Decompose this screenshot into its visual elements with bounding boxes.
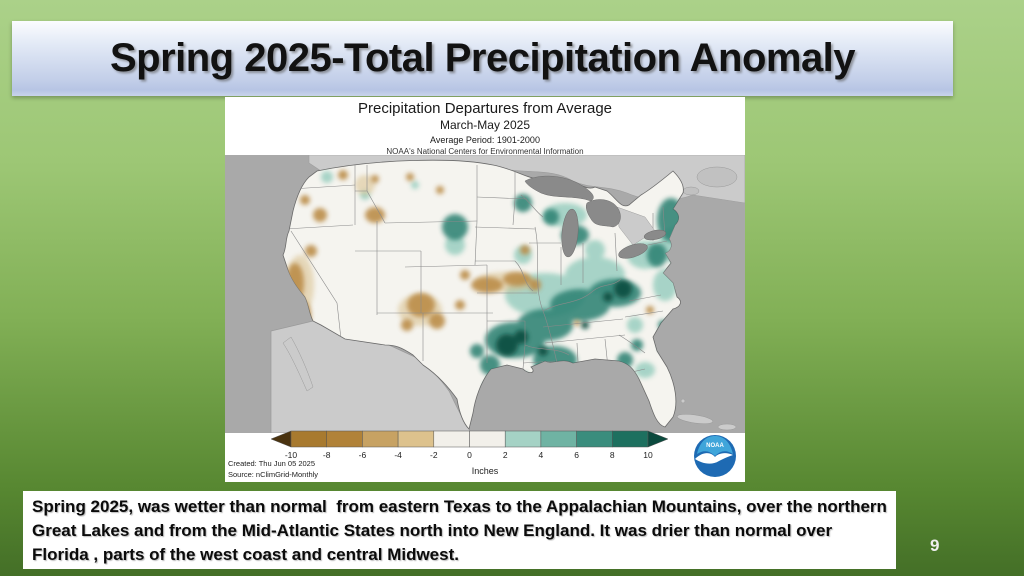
unit-label: Inches	[471, 466, 499, 476]
noaa-logo-text: NOAA	[706, 443, 724, 449]
map-subtitle: March-May 2025	[439, 118, 531, 132]
tick-label: -6	[359, 450, 367, 460]
caption-text: Spring 2025, was wetter than normal from…	[32, 497, 892, 565]
tick-label: 4	[539, 450, 544, 460]
colorbar-left-arrow	[270, 430, 292, 448]
tick-label: 2	[503, 450, 508, 460]
map-agency-line: NOAA's National Centers for Environmenta…	[386, 147, 584, 156]
noaa-logo: NOAA	[687, 433, 743, 480]
colorbar-legend: -10 -8 -6 -4 -2 0 2 4 6 8 10	[270, 430, 669, 460]
data-source-label: Source: nClimGrid-Monthly	[228, 470, 319, 479]
colorbar-segments	[290, 430, 649, 448]
tick-label: 6	[574, 450, 579, 460]
page-number: 9	[930, 536, 940, 555]
colorbar-tick-labels: -10 -8 -6 -4 -2 0 2 4 6 8 10	[285, 450, 653, 460]
noaa-logo-gull	[695, 453, 733, 464]
tick-label: -10	[285, 450, 298, 460]
map-title: Precipitation Departures from Average	[357, 100, 613, 117]
caribbean-islands	[670, 398, 737, 431]
state-borders	[284, 165, 668, 382]
map-header: Precipitation Departures from Average Ma…	[225, 97, 745, 156]
map-average-period: Average Period: 1901-2000	[430, 135, 540, 145]
tick-label: -8	[323, 450, 331, 460]
us-precipitation-anomaly-map	[225, 155, 745, 433]
wet-anomaly-dark-blobs	[496, 280, 632, 404]
tick-label: -4	[394, 450, 402, 460]
slide-title: Spring 2025-Total Precipitation Anomaly	[109, 36, 856, 80]
tick-label: 10	[643, 450, 653, 460]
map-figure-panel: Precipitation Departures from Average Ma…	[225, 97, 745, 482]
colorbar-right-arrow	[647, 430, 669, 448]
great-lakes	[524, 175, 667, 259]
tick-label: 8	[610, 450, 615, 460]
title-banner: Spring 2025-Total Precipitation Anomaly	[12, 21, 953, 96]
created-date-label: Created: Thu Jun 05 2025	[228, 459, 316, 468]
tick-label: -2	[430, 450, 438, 460]
caption-box: Spring 2025, was wetter than normal from…	[23, 491, 896, 569]
tick-label: 0	[467, 450, 472, 460]
noaa-logo-sky	[697, 436, 733, 456]
